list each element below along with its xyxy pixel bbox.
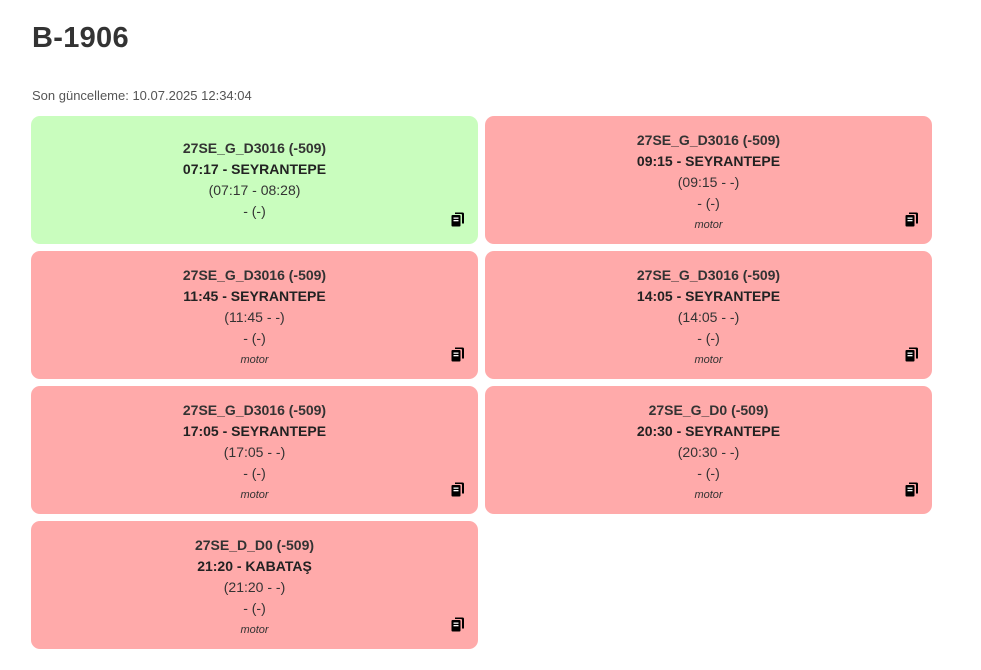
- card-trip: 11:45 - SEYRANTEPE: [183, 288, 326, 304]
- card-trip: 07:17 - SEYRANTEPE: [182, 161, 327, 177]
- trip-card[interactable]: 27SE_G_D3016 (-509) 17:05 - SEYRANTEPE (…: [31, 386, 478, 514]
- card-note: motor: [240, 489, 269, 501]
- card-route: 27SE_D_D0 (-509): [194, 537, 315, 553]
- card-note: motor: [694, 219, 723, 231]
- trip-card[interactable]: 27SE_D_D0 (-509) 21:20 - KABATAŞ (21:20 …: [31, 521, 478, 649]
- card-extra: - (-): [243, 330, 266, 346]
- trip-card[interactable]: 27SE_G_D3016 (-509) 07:17 - SEYRANTEPE (…: [31, 116, 478, 244]
- card-route: 27SE_G_D3016 (-509): [182, 402, 327, 418]
- trip-card[interactable]: 27SE_G_D3016 (-509) 11:45 - SEYRANTEPE (…: [31, 251, 478, 379]
- card-extra: - (-): [243, 203, 266, 219]
- card-trip: 09:15 - SEYRANTEPE: [636, 153, 781, 169]
- card-times: (11:45 - -): [224, 309, 285, 325]
- card-route: 27SE_G_D3016 (-509): [182, 140, 327, 156]
- copy-icon[interactable]: [451, 212, 465, 227]
- card-times: (07:17 - 08:28): [208, 182, 301, 198]
- card-trip: 20:30 - SEYRANTEPE: [636, 423, 781, 439]
- card-route: 27SE_G_D3016 (-509): [636, 132, 781, 148]
- copy-icon[interactable]: [451, 617, 465, 632]
- copy-icon[interactable]: [451, 482, 465, 497]
- card-times: (20:30 - -): [677, 444, 740, 460]
- trip-card[interactable]: 27SE_G_D3016 (-509) 09:15 - SEYRANTEPE (…: [485, 116, 932, 244]
- card-times: (09:15 - -): [677, 174, 740, 190]
- card-times: (17:05 - -): [223, 444, 286, 460]
- card-note: motor: [694, 489, 723, 501]
- card-trip: 17:05 - SEYRANTEPE: [182, 423, 327, 439]
- card-route: 27SE_G_D3016 (-509): [636, 267, 781, 283]
- card-extra: - (-): [243, 600, 266, 616]
- card-extra: - (-): [697, 195, 720, 211]
- card-times: (14:05 - -): [677, 309, 740, 325]
- trip-card-grid: 27SE_G_D3016 (-509) 07:17 - SEYRANTEPE (…: [31, 116, 932, 649]
- trip-card[interactable]: 27SE_G_D3016 (-509) 14:05 - SEYRANTEPE (…: [485, 251, 932, 379]
- copy-icon[interactable]: [905, 482, 919, 497]
- card-extra: - (-): [243, 465, 266, 481]
- copy-icon[interactable]: [905, 212, 919, 227]
- card-extra: - (-): [697, 465, 720, 481]
- copy-icon[interactable]: [905, 347, 919, 362]
- card-extra: - (-): [697, 330, 720, 346]
- copy-icon[interactable]: [451, 347, 465, 362]
- card-note: motor: [240, 354, 269, 366]
- card-note: motor: [240, 624, 269, 636]
- last-update-text: Son güncelleme: 10.07.2025 12:34:04: [32, 88, 252, 103]
- card-note: motor: [694, 354, 723, 366]
- card-route: 27SE_G_D0 (-509): [648, 402, 769, 418]
- card-trip: 21:20 - KABATAŞ: [197, 558, 312, 574]
- card-trip: 14:05 - SEYRANTEPE: [636, 288, 781, 304]
- card-times: (21:20 - -): [223, 579, 286, 595]
- trip-card[interactable]: 27SE_G_D0 (-509) 20:30 - SEYRANTEPE (20:…: [485, 386, 932, 514]
- card-route: 27SE_G_D3016 (-509): [182, 267, 327, 283]
- page-title: B-1906: [32, 22, 129, 54]
